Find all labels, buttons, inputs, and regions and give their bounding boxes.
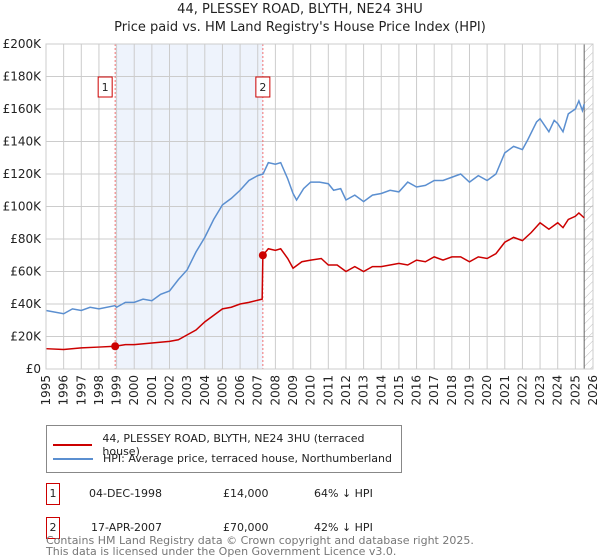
x-tick-label: 2018 xyxy=(445,375,459,406)
y-tick-label: £120K xyxy=(3,167,43,181)
x-tick-label: 2016 xyxy=(410,375,424,406)
x-tick-label: 1999 xyxy=(110,375,124,406)
x-tick-label: 2005 xyxy=(215,375,229,406)
transaction-hpi-diff: 64% ↓ HPI xyxy=(314,487,373,500)
chart-subtitle: Price paid vs. HM Land Registry's House … xyxy=(114,20,486,35)
y-tick-label: £20K xyxy=(10,330,42,344)
footer-line: This data is licensed under the Open Gov… xyxy=(46,545,397,558)
x-tick-label: 2017 xyxy=(427,375,441,406)
x-tick-label: 2013 xyxy=(357,375,371,406)
transaction-row: 1 04-DEC-1998 £14,000 64% ↓ HPI xyxy=(46,483,446,505)
x-tick-label: 2025 xyxy=(568,375,582,406)
y-tick-label: £80K xyxy=(10,232,42,246)
transaction-price: £14,000 xyxy=(223,487,269,500)
transaction-marker: 2 xyxy=(46,517,60,539)
x-tick-label: 2019 xyxy=(462,375,476,406)
x-tick-label: 2023 xyxy=(533,375,547,406)
x-tick-label: 2002 xyxy=(163,375,177,406)
x-tick-label: 2009 xyxy=(286,375,300,406)
x-tick-label: 2004 xyxy=(198,375,212,406)
legend-swatch-blue xyxy=(53,457,93,460)
hpi-line xyxy=(45,98,585,315)
x-tick-label: 1996 xyxy=(57,375,71,406)
y-tick-label: £180K xyxy=(3,70,43,84)
footer: Contains HM Land Registry data © Crown c… xyxy=(46,535,474,557)
y-tick-label: £140K xyxy=(3,135,43,149)
x-tick-label: 2015 xyxy=(392,375,406,406)
x-tick-label: 2014 xyxy=(374,375,388,406)
x-tick-label: 2010 xyxy=(304,375,318,406)
sale-label: 2 xyxy=(259,81,266,94)
legend-swatch-red xyxy=(53,444,93,446)
sale-label-box xyxy=(97,76,113,98)
footer-line: Contains HM Land Registry data © Crown c… xyxy=(46,534,474,547)
x-tick-label: 2020 xyxy=(480,375,494,406)
sale-point xyxy=(111,342,120,351)
sale-label-box xyxy=(255,76,271,98)
y-tick-label: £40K xyxy=(10,297,42,311)
forecast-hatch xyxy=(584,44,593,369)
transaction-marker: 1 xyxy=(46,483,60,505)
y-tick-label: £60K xyxy=(10,265,42,279)
price-chart: 1995 1996 1997 1998 1999 2000 2001 2002 2003 2004… xyxy=(3,37,600,406)
legend-label: HPI: Average price, terraced house, Nort… xyxy=(103,452,392,465)
transaction-hpi-diff: 42% ↓ HPI xyxy=(314,521,373,534)
transaction-price: £70,000 xyxy=(223,521,269,534)
legend-label: 44, PLESSEY ROAD, BLYTH, NE24 3HU (terra… xyxy=(102,432,365,458)
legend-item-hpi: HPI: Average price, terraced house, Nort… xyxy=(53,452,392,465)
x-tick-label: 2026 xyxy=(586,375,600,406)
x-tick-label: 2011 xyxy=(321,375,335,406)
x-tick-label: 1998 xyxy=(92,375,106,406)
y-tick-label: £0 xyxy=(26,362,41,376)
chart-legend: 44, PLESSEY ROAD, BLYTH, NE24 3HU (terra… xyxy=(46,425,402,473)
x-tick-label: 2007 xyxy=(251,375,265,406)
sale-label: 1 xyxy=(102,81,109,94)
x-tick-label: 2006 xyxy=(233,375,247,406)
legend-item-property: 44, PLESSEY ROAD, BLYTH, NE24 3HU (terra… xyxy=(53,432,401,458)
x-tick-label: 2008 xyxy=(268,375,282,406)
transaction-row: 2 17-APR-2007 £70,000 42% ↓ HPI xyxy=(46,517,446,539)
transaction-date: 04-DEC-1998 xyxy=(89,487,163,500)
x-tick-label: 2012 xyxy=(339,375,353,406)
x-tick-label: 1995 xyxy=(39,375,53,406)
plot-frame xyxy=(45,43,594,370)
x-tick-label: 2022 xyxy=(515,375,529,406)
property-price-line xyxy=(45,211,585,351)
x-tick-label: 2000 xyxy=(127,375,141,406)
y-tick-label: £200K xyxy=(3,37,43,51)
x-tick-label: 2024 xyxy=(551,375,565,406)
sale-point xyxy=(258,251,267,260)
y-tick-label: £160K xyxy=(3,102,43,116)
x-tick-label: 2003 xyxy=(180,375,194,406)
transaction-date: 17-APR-2007 xyxy=(91,521,163,534)
chart-title: 44, PLESSEY ROAD, BLYTH, NE24 3HU xyxy=(177,2,423,17)
y-tick-label: £100K xyxy=(3,200,43,214)
x-tick-label: 2021 xyxy=(498,375,512,406)
x-tick-label: 1997 xyxy=(74,375,88,406)
x-tick-label: 2001 xyxy=(145,375,159,406)
